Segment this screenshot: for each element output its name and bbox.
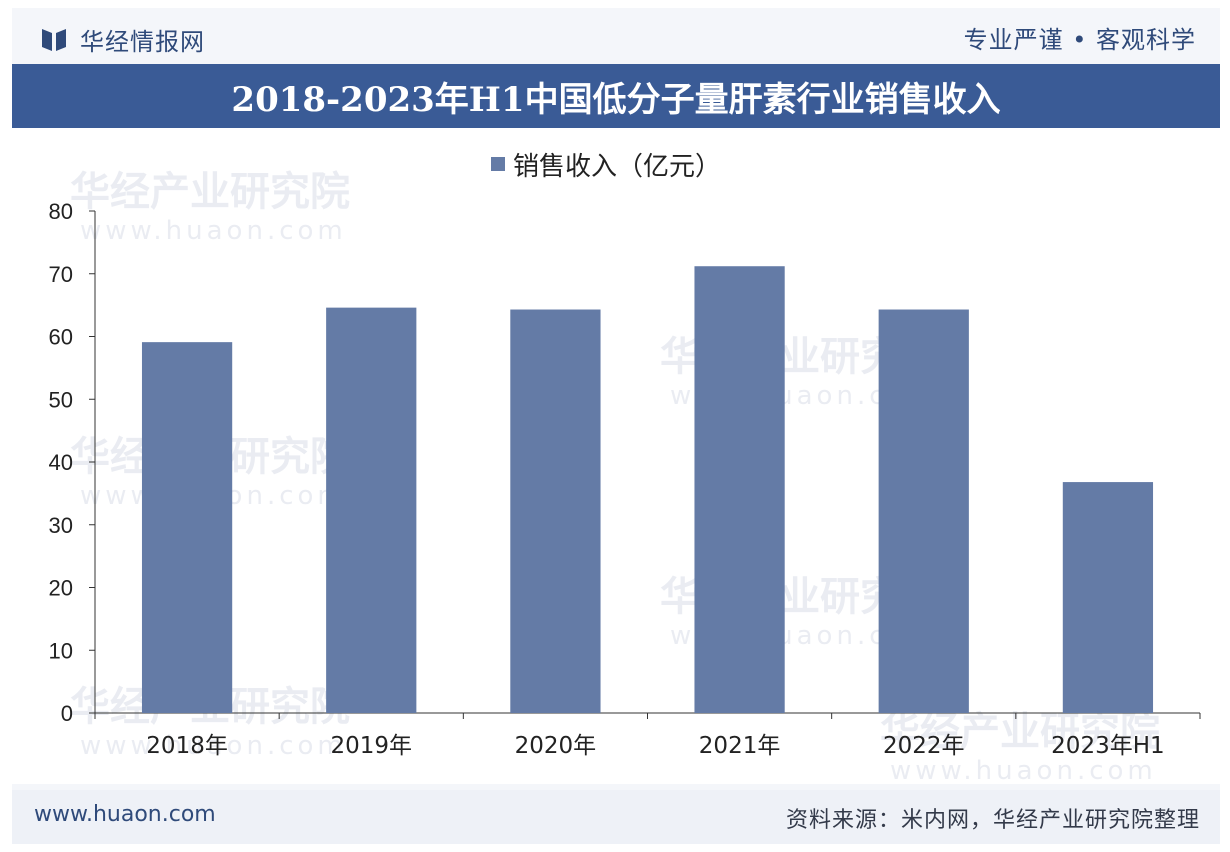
watermark-url: www.huaon.com [890, 756, 1157, 786]
chart-title: 2018-2023年H1中国低分子量肝素行业销售收入 [231, 79, 1001, 120]
footer: www.huaon.com 资料来源：米内网，华经产业研究院整理 [12, 790, 1220, 844]
watermark-text: 华经产业研究院 [70, 169, 350, 215]
x-tick-label: 2020年 [515, 733, 597, 759]
bar-2018年 [141, 342, 233, 713]
x-tick-label: 2018年 [146, 733, 228, 759]
y-tick-label: 30 [49, 513, 73, 538]
brand-logo-icon [42, 29, 66, 51]
footer-source: 资料来源：米内网，华经产业研究院整理 [785, 808, 1200, 833]
bars [141, 266, 1154, 713]
bar-2022年 [878, 309, 969, 713]
y-tick-label: 0 [61, 701, 73, 726]
bar-2019年 [326, 307, 417, 713]
legend-swatch [491, 157, 505, 171]
y-tick-label: 40 [49, 450, 73, 475]
y-axis: 0 10 20 30 40 50 60 70 80 [49, 199, 96, 726]
y-tick-label: 80 [49, 199, 73, 224]
watermark-text: 华经产业研究院 [880, 709, 1160, 755]
bar-2020年 [510, 309, 601, 713]
legend: 销售收入（亿元） [491, 152, 721, 182]
brand-slogan: 专业严谨 • 客观科学 [963, 26, 1196, 54]
brand-name: 华经情报网 [80, 27, 205, 56]
x-axis: 2018年 2019年 2020年 2021年 2022年 2023年H1 [94, 712, 1201, 759]
title-bar: 2018-2023年H1中国低分子量肝素行业销售收入 [12, 64, 1220, 128]
y-tick-label: 60 [49, 325, 73, 350]
brand: 华经情报网 [40, 22, 205, 56]
legend-label: 销售收入（亿元） [513, 152, 721, 182]
y-tick-label: 70 [49, 262, 73, 287]
footer-url: www.huaon.com [34, 802, 216, 827]
x-tick-label: 2022年 [883, 733, 965, 759]
watermarks: 华经产业研究院www.huaon.com华经产业研究院www.huaon.com… [70, 169, 1160, 786]
x-tick-label: 2021年 [699, 733, 781, 759]
bar-2021年 [694, 266, 785, 713]
y-tick-label: 10 [49, 638, 73, 663]
watermark-url: www.huaon.com [80, 216, 347, 246]
x-tick-label: 2019年 [330, 733, 412, 759]
bar-2023年H1 [1062, 482, 1154, 713]
y-tick-label: 50 [49, 387, 73, 412]
x-tick-label: 2023年H1 [1051, 733, 1164, 759]
watermark-url: www.huaon.com [80, 731, 347, 761]
y-tick-label: 20 [49, 576, 73, 601]
